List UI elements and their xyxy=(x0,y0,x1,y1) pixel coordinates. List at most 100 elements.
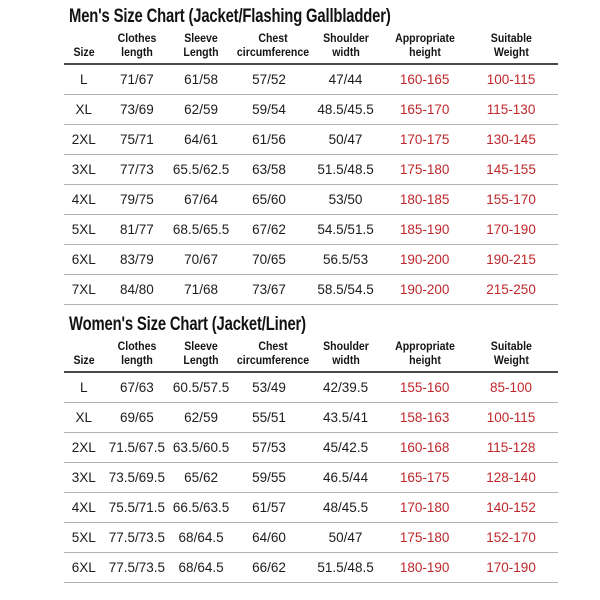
table-row: 3XL 73.5/69.5 65/62 59/55 46.5/44 165-175 128-… xyxy=(64,462,558,493)
size-cell: 5XL xyxy=(64,522,104,553)
value-cell: 81/77 xyxy=(103,214,171,245)
column-header-label: Sleeve Length xyxy=(183,338,219,367)
column-header-chest-circumference: Chest circumference xyxy=(231,337,310,374)
value-cell: 170-190 xyxy=(464,214,558,245)
value-cell: 42/39.5 xyxy=(306,372,386,403)
value-cell: 190-200 xyxy=(385,274,465,305)
size-cell: 2XL xyxy=(64,124,104,155)
size-cell: 4XL xyxy=(64,184,104,215)
column-header-appropriate-height: Appropriate height xyxy=(385,337,465,374)
value-cell: 180-185 xyxy=(385,184,465,215)
value-cell: 59/54 xyxy=(231,94,307,125)
value-cell: 66/62 xyxy=(231,552,307,583)
table-row: 3XL 77/73 65.5/62.5 63/58 51.5/48.5 175-180 14… xyxy=(64,154,558,185)
column-header-clothes-length: Clothes length xyxy=(103,30,171,66)
table-row: 2XL 75/71 64/61 61/56 50/47 170-175 130-145 xyxy=(64,124,558,155)
value-cell: 75.5/71.5 xyxy=(103,492,171,523)
value-cell: 180-190 xyxy=(385,552,465,583)
size-cell: 3XL xyxy=(64,462,104,493)
value-cell: 77/73 xyxy=(103,154,171,185)
mens-size-chart-section: Men's Size Chart (Jacket/Flashing Gallbl… xyxy=(64,7,558,305)
value-cell: 158-163 xyxy=(385,402,465,433)
value-cell: 53/50 xyxy=(306,184,386,215)
value-cell: 66.5/63.5 xyxy=(170,492,232,523)
value-cell: 62/59 xyxy=(170,402,232,433)
value-cell: 145-155 xyxy=(464,154,558,185)
value-cell: 100-115 xyxy=(464,64,558,95)
column-header-shoulder-width: Shoulder width xyxy=(306,30,386,66)
value-cell: 85-100 xyxy=(464,372,558,403)
value-cell: 152-170 xyxy=(464,522,558,553)
column-header-label: Size xyxy=(73,352,95,367)
value-cell: 60.5/57.5 xyxy=(170,372,232,403)
size-cell: 4XL xyxy=(64,492,104,523)
womens-chart-title: Women's Size Chart (Jacket/Liner) xyxy=(69,313,306,335)
column-header-label: Suitable Weight xyxy=(490,31,532,60)
value-cell: 190-200 xyxy=(385,244,465,275)
value-cell: 59/55 xyxy=(231,462,307,493)
value-cell: 51.5/48.5 xyxy=(306,552,386,583)
value-cell: 64/60 xyxy=(231,522,307,553)
size-cell: 6XL xyxy=(64,244,104,275)
column-header-label: Shoulder width xyxy=(322,338,369,367)
value-cell: 46.5/44 xyxy=(306,462,386,493)
value-cell: 140-152 xyxy=(464,492,558,523)
womens-table-body: L 67/63 60.5/57.5 53/49 42/39.5 155-160 85-100… xyxy=(64,372,558,583)
value-cell: 175-180 xyxy=(385,522,465,553)
value-cell: 215-250 xyxy=(464,274,558,305)
column-header-sleeve-length: Sleeve Length xyxy=(170,30,232,66)
table-row: 5XL 81/77 68.5/65.5 67/62 54.5/51.5 185-190 17… xyxy=(64,214,558,245)
value-cell: 155-160 xyxy=(385,372,465,403)
value-cell: 67/63 xyxy=(103,372,171,403)
table-row: L 67/63 60.5/57.5 53/49 42/39.5 155-160 85-100 xyxy=(64,372,558,403)
value-cell: 175-180 xyxy=(385,154,465,185)
womens-size-chart-section: Women's Size Chart (Jacket/Liner) Size C… xyxy=(64,313,558,583)
value-cell: 165-175 xyxy=(385,462,465,493)
size-cell: 7XL xyxy=(64,274,104,305)
size-cell: XL xyxy=(64,402,104,433)
size-cell: 5XL xyxy=(64,214,104,245)
column-header-label: Appropriate height xyxy=(394,31,455,60)
value-cell: 128-140 xyxy=(464,462,558,493)
value-cell: 190-215 xyxy=(464,244,558,275)
womens-size-table: Size Clothes length Sleeve Length Chest … xyxy=(64,337,558,583)
value-cell: 70/65 xyxy=(231,244,307,275)
table-row: XL 69/65 62/59 55/51 43.5/41 158-163 100-115 xyxy=(64,402,558,433)
table-row: 2XL 71.5/67.5 63.5/60.5 57/53 45/42.5 160-168… xyxy=(64,432,558,463)
size-cell: XL xyxy=(64,94,104,125)
column-header-shoulder-width: Shoulder width xyxy=(306,337,386,374)
value-cell: 73/69 xyxy=(103,94,171,125)
value-cell: 61/56 xyxy=(231,124,307,155)
table-row: L 71/67 61/58 57/52 47/44 160-165 100-115 xyxy=(64,64,558,95)
value-cell: 61/57 xyxy=(231,492,307,523)
womens-table-header: Size Clothes length Sleeve Length Chest … xyxy=(64,337,558,374)
column-header-label: Chest circumference xyxy=(236,338,310,367)
size-cell: 3XL xyxy=(64,154,104,185)
value-cell: 170-180 xyxy=(385,492,465,523)
column-header-sleeve-length: Sleeve Length xyxy=(170,337,232,374)
value-cell: 61/58 xyxy=(170,64,232,95)
table-row: 6XL 77.5/73.5 68/64.5 66/62 51.5/48.5 180-190… xyxy=(64,552,558,583)
value-cell: 73/67 xyxy=(231,274,307,305)
value-cell: 50/47 xyxy=(306,522,386,553)
value-cell: 48/45.5 xyxy=(306,492,386,523)
value-cell: 63.5/60.5 xyxy=(170,432,232,463)
value-cell: 68/64.5 xyxy=(170,552,232,583)
value-cell: 68.5/65.5 xyxy=(170,214,232,245)
value-cell: 100-115 xyxy=(464,402,558,433)
table-row: 5XL 77.5/73.5 68/64.5 64/60 50/47 175-180 152-… xyxy=(64,522,558,553)
header-row: Size Clothes length Sleeve Length Chest … xyxy=(64,30,558,66)
value-cell: 67/62 xyxy=(231,214,307,245)
value-cell: 47/44 xyxy=(306,64,386,95)
column-header-suitable-weight: Suitable Weight xyxy=(464,337,558,374)
column-header-clothes-length: Clothes length xyxy=(103,337,171,374)
header-row: Size Clothes length Sleeve Length Chest … xyxy=(64,337,558,374)
mens-chart-title: Men's Size Chart (Jacket/Flashing Gallbl… xyxy=(69,6,391,27)
value-cell: 58.5/54.5 xyxy=(306,274,386,305)
value-cell: 65/62 xyxy=(170,462,232,493)
mens-table-header: Size Clothes length Sleeve Length Chest … xyxy=(64,30,558,66)
size-cell: L xyxy=(64,64,104,95)
column-header-label: Clothes length xyxy=(117,338,157,367)
value-cell: 73.5/69.5 xyxy=(103,462,171,493)
